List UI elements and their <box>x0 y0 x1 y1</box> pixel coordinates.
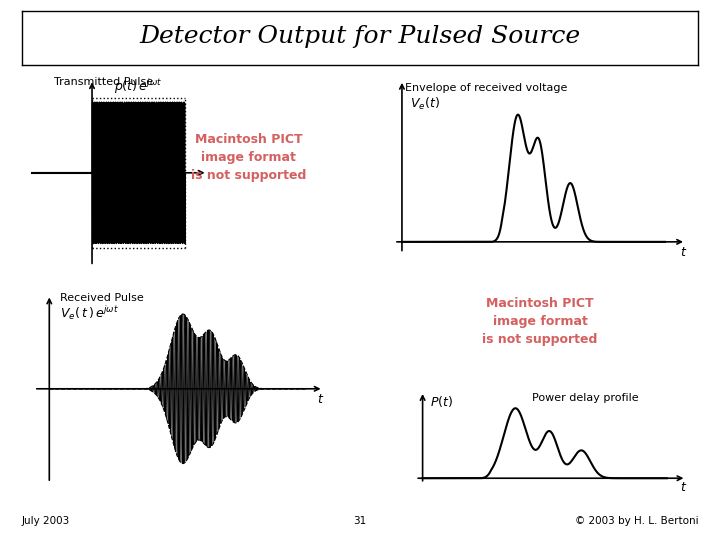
Text: 31: 31 <box>354 516 366 525</box>
Text: $V_e(\,t\,)\,e^{j\omega t}$: $V_e(\,t\,)\,e^{j\omega t}$ <box>60 303 118 321</box>
Text: $t$: $t$ <box>680 246 687 259</box>
Text: July 2003: July 2003 <box>22 516 70 525</box>
Text: Detector Output for Pulsed Source: Detector Output for Pulsed Source <box>140 25 580 48</box>
Text: © 2003 by H. L. Bertoni: © 2003 by H. L. Bertoni <box>575 516 698 525</box>
Text: Transmitted Pulse: Transmitted Pulse <box>53 77 153 87</box>
Text: $t$: $t$ <box>680 481 688 494</box>
Text: $p(t)\,e^{j\omega t}$: $p(t)\,e^{j\omega t}$ <box>114 77 163 96</box>
Text: $P(t)$: $P(t)$ <box>430 394 453 409</box>
Text: Envelope of received voltage: Envelope of received voltage <box>405 83 567 93</box>
Text: Power delay profile: Power delay profile <box>533 393 639 403</box>
Text: $t$: $t$ <box>318 393 325 406</box>
Text: Macintosh PICT
image format
is not supported: Macintosh PICT image format is not suppo… <box>482 298 598 346</box>
Text: Macintosh PICT
image format
is not supported: Macintosh PICT image format is not suppo… <box>191 133 307 183</box>
Text: Received Pulse: Received Pulse <box>60 293 143 303</box>
Text: $V_e(t)$: $V_e(t)$ <box>410 96 440 112</box>
